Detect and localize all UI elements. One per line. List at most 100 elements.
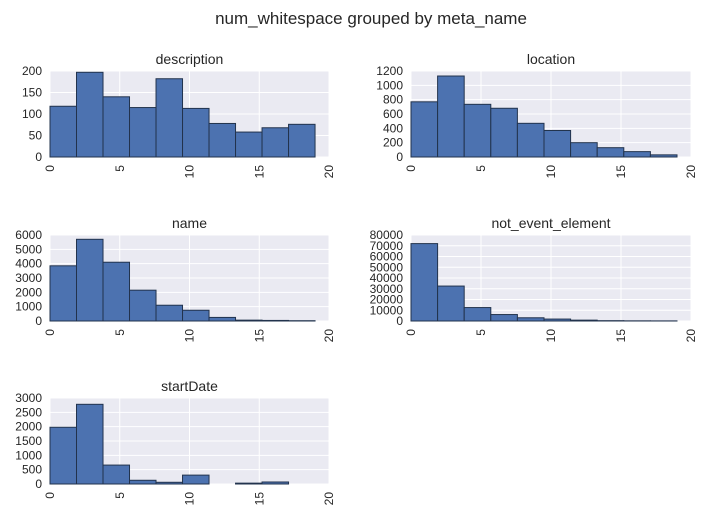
y-tick-label: 600: [383, 107, 403, 121]
bar-location-5: [543, 129, 572, 158]
y-tick-label: 500: [22, 463, 42, 477]
y-tick-label: 200: [22, 64, 42, 78]
y-tick-label: 1000: [15, 300, 42, 314]
y-tick-label: 40000: [370, 271, 404, 285]
bar-name-0: [49, 265, 78, 322]
bar-description-9: [288, 123, 316, 158]
bar-location-4: [516, 122, 545, 158]
bar-description-2: [102, 96, 131, 158]
x-tick-label: 10: [544, 165, 558, 179]
y-tick-label: 0: [35, 314, 42, 328]
y-tick-label: 1200: [376, 64, 403, 78]
bar-not_event_element-3: [490, 314, 518, 322]
bar-startDate-7: [235, 482, 263, 485]
y-tick-label: 6000: [15, 228, 42, 242]
x-tick-label: 10: [544, 329, 558, 343]
x-tick-label: 15: [252, 165, 266, 179]
x-tick-label: 20: [684, 165, 698, 179]
bar-location-8: [623, 151, 651, 158]
bar-not_event_element-0: [410, 243, 439, 322]
y-tick-label: 2000: [15, 285, 42, 299]
panel-description: description 0 50 100 150 200 0 5 10 15 20: [22, 51, 336, 178]
x-tick-label: 20: [684, 329, 698, 343]
bar-startDate-3: [129, 479, 157, 485]
x-tick-label: 20: [322, 492, 336, 506]
bar-not_event_element-1: [437, 285, 465, 322]
bar-not_event_element-4: [516, 317, 545, 322]
y-tick-label: 1000: [15, 448, 42, 462]
bar-location-3: [490, 107, 518, 158]
bar-startDate-5: [182, 474, 210, 485]
bar-location-0: [410, 101, 439, 158]
bar-description-6: [208, 122, 237, 158]
bar-not_event_element-5: [543, 318, 572, 322]
y-tick-label: 2500: [15, 405, 42, 419]
y-tick-label: 50: [29, 129, 43, 143]
bar-location-6: [570, 142, 598, 158]
bar-not_event_element-2: [463, 307, 492, 322]
x-tick-label: 10: [183, 492, 197, 506]
x-tick-label: 15: [614, 165, 628, 179]
x-tick-label: 5: [474, 165, 488, 172]
bar-startDate-0: [49, 426, 78, 485]
bar-description-5: [182, 107, 210, 158]
x-tick-label: 0: [43, 492, 57, 499]
x-tick-label: 20: [322, 329, 336, 343]
y-tick-label: 10000: [370, 303, 404, 317]
y-tick-label: 0: [35, 150, 42, 164]
y-tick-label: 0: [35, 477, 42, 491]
y-tick-label: 400: [383, 121, 403, 135]
y-tick-label: 0: [396, 314, 403, 328]
y-tick-label: 100: [22, 107, 42, 121]
panel-title: location: [527, 51, 575, 67]
x-tick-label: 5: [113, 329, 127, 336]
x-tick-label: 0: [43, 329, 57, 336]
y-tick-label: 3000: [15, 271, 42, 285]
panel-title: not_event_element: [491, 215, 610, 231]
x-tick-label: 15: [252, 329, 266, 343]
bar-description-4: [155, 78, 184, 158]
bar-description-0: [49, 105, 78, 158]
panel-title: description: [156, 51, 224, 67]
y-tick-label: 800: [383, 93, 403, 107]
bar-name-5: [182, 309, 210, 322]
bar-name-4: [155, 304, 184, 322]
x-tick-label: 5: [113, 492, 127, 499]
bar-location-1: [437, 75, 465, 158]
x-tick-label: 10: [183, 165, 197, 179]
x-tick-label: 15: [614, 329, 628, 343]
bar-location-2: [463, 103, 492, 158]
x-tick-label: 20: [322, 165, 336, 179]
bar-description-7: [235, 131, 263, 158]
y-tick-label: 3000: [15, 391, 42, 405]
bar-description-1: [76, 71, 104, 158]
y-tick-label: 0: [396, 150, 403, 164]
y-tick-label: 1000: [376, 78, 403, 92]
panel-title: name: [172, 215, 207, 231]
bar-not_event_element-6: [570, 319, 598, 322]
x-tick-label: 0: [404, 329, 418, 336]
y-tick-label: 80000: [370, 228, 404, 242]
bar-name-3: [129, 289, 157, 322]
bar-startDate-4: [155, 481, 184, 485]
bar-startDate-2: [102, 464, 131, 485]
bar-description-8: [261, 127, 290, 158]
bar-startDate-8: [261, 481, 290, 485]
bar-location-7: [596, 147, 625, 158]
bar-name-2: [102, 261, 131, 322]
y-tick-label: 4000: [15, 257, 42, 271]
y-tick-label: 200: [383, 136, 403, 150]
x-tick-label: 0: [404, 165, 418, 172]
x-tick-label: 5: [474, 329, 488, 336]
panel-title: startDate: [161, 378, 218, 394]
panel-not_event_element: not_event_element01000020000300004000050…: [370, 215, 698, 342]
y-tick-label: 50000: [370, 260, 404, 274]
y-tick-label: 60000: [370, 250, 404, 264]
bar-name-7: [235, 319, 263, 322]
bar-name-8: [261, 319, 290, 322]
y-tick-label: 2000: [15, 420, 42, 434]
figure-title: num_whitespace grouped by meta_name: [215, 9, 527, 28]
bar-startDate-1: [76, 403, 104, 485]
